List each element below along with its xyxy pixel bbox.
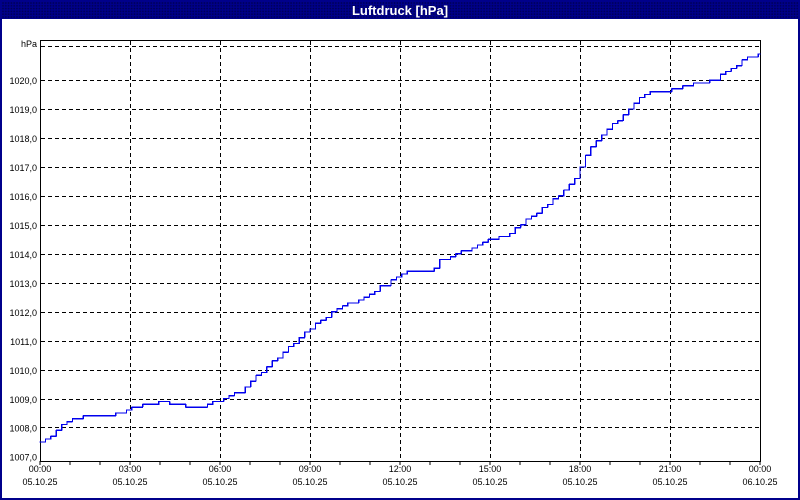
svg-text:05.10.25: 05.10.25: [112, 477, 147, 487]
svg-text:1009,0: 1009,0: [9, 395, 37, 405]
svg-text:1016,0: 1016,0: [9, 192, 37, 202]
svg-text:06.10.25: 06.10.25: [742, 477, 777, 487]
svg-text:15:00: 15:00: [479, 464, 502, 474]
svg-text:03:00: 03:00: [119, 464, 142, 474]
svg-text:1020,0: 1020,0: [9, 76, 37, 86]
svg-text:21:00: 21:00: [659, 464, 682, 474]
svg-text:00:00: 00:00: [749, 464, 772, 474]
svg-text:05.10.25: 05.10.25: [202, 477, 237, 487]
svg-text:05.10.25: 05.10.25: [562, 477, 597, 487]
svg-text:05.10.25: 05.10.25: [382, 477, 417, 487]
svg-text:1007,0: 1007,0: [9, 453, 37, 463]
svg-text:05.10.25: 05.10.25: [292, 477, 327, 487]
svg-text:1015,0: 1015,0: [9, 221, 37, 231]
svg-text:1013,0: 1013,0: [9, 279, 37, 289]
svg-text:09:00: 09:00: [299, 464, 322, 474]
svg-text:00:00: 00:00: [29, 464, 52, 474]
svg-text:05.10.25: 05.10.25: [22, 477, 57, 487]
svg-text:06:00: 06:00: [209, 464, 232, 474]
svg-text:1011,0: 1011,0: [10, 337, 37, 347]
svg-text:05.10.25: 05.10.25: [472, 477, 507, 487]
svg-text:05.10.25: 05.10.25: [652, 477, 687, 487]
svg-text:1018,0: 1018,0: [9, 134, 37, 144]
svg-text:1019,0: 1019,0: [9, 105, 37, 115]
svg-text:18:00: 18:00: [569, 464, 592, 474]
svg-text:1017,0: 1017,0: [9, 163, 37, 173]
svg-text:1010,0: 1010,0: [9, 366, 37, 376]
svg-text:12:00: 12:00: [389, 464, 412, 474]
svg-text:hPa: hPa: [21, 39, 37, 49]
svg-text:1012,0: 1012,0: [9, 308, 37, 318]
svg-text:1008,0: 1008,0: [9, 424, 37, 434]
svg-text:1014,0: 1014,0: [9, 250, 37, 260]
